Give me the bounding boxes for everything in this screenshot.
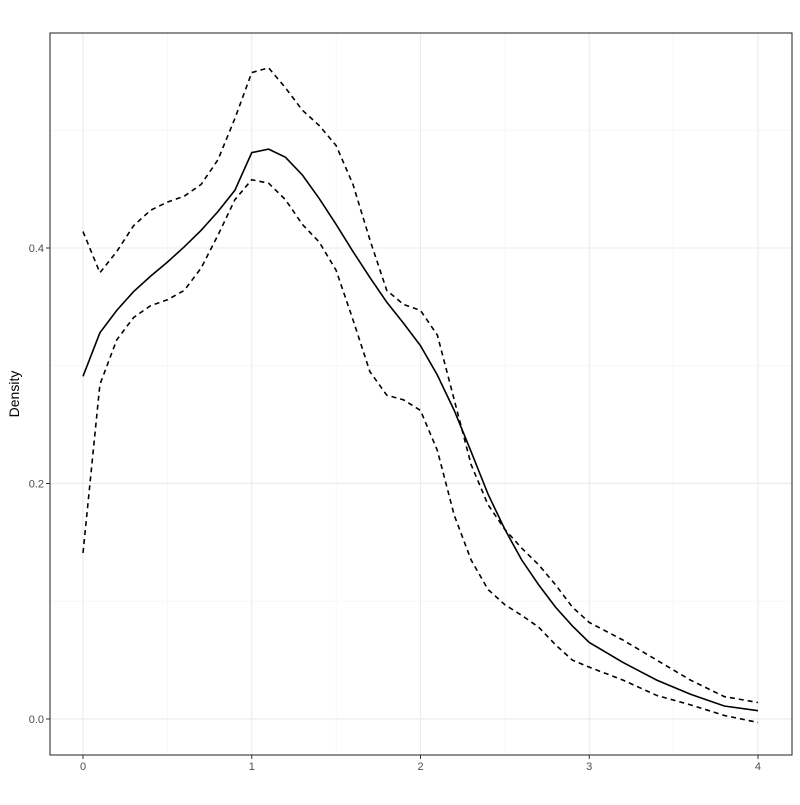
- x-tick-label: 3: [586, 761, 592, 773]
- x-tick-label: 4: [755, 761, 761, 773]
- x-tick-label: 2: [417, 761, 423, 773]
- x-tick-label: 1: [249, 761, 255, 773]
- density-line: [82, 66, 759, 704]
- y-tick-label: 0.4: [29, 243, 44, 255]
- density-line: [82, 178, 759, 724]
- panel-border: [49, 32, 793, 756]
- x-tick-label: 0: [80, 761, 86, 773]
- density-line: [82, 148, 759, 712]
- y-tick-label: 0.2: [29, 478, 44, 490]
- y-tick-label: 0.0: [29, 714, 44, 726]
- y-axis-label: Density: [6, 371, 22, 418]
